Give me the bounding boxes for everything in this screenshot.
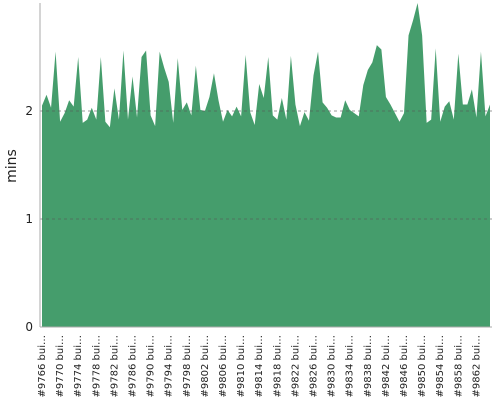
x-tick-label: #9810 bui… [236, 335, 247, 397]
area [42, 3, 490, 327]
x-tick-label: #9806 bui… [218, 335, 229, 397]
x-tick-label: #9834 bui… [345, 335, 356, 397]
x-tick-label: #9854 bui… [435, 335, 446, 397]
x-tick-label: #9862 bui… [471, 335, 482, 397]
x-tick-label: #9770 bui… [55, 335, 66, 397]
x-tick-label: #9790 bui… [146, 335, 157, 397]
x-tick-label: #9858 bui… [453, 335, 464, 397]
x-tick-label: #9774 bui… [73, 335, 84, 397]
x-tick-label: #9818 bui… [272, 335, 283, 397]
x-tick-label: #9846 bui… [399, 335, 410, 397]
x-tick-label: #9830 bui… [327, 335, 338, 397]
y-tick-label: 2 [25, 104, 33, 118]
y-axis-label: mins [4, 149, 20, 183]
x-tick-label: #9786 bui… [128, 335, 139, 397]
x-tick-label: #9826 bui… [309, 335, 320, 397]
x-tick-label: #9814 bui… [254, 335, 265, 397]
x-tick-label: #9798 bui… [182, 335, 193, 397]
x-tick-label: #9850 bui… [417, 335, 428, 397]
x-tick-label: #9782 bui… [109, 335, 120, 397]
x-tick-label: #9842 bui… [381, 335, 392, 397]
x-tick-label: #9766 bui… [37, 335, 48, 397]
y-tick-label: 0 [25, 320, 33, 334]
x-tick-label: #9794 bui… [164, 335, 175, 397]
y-tick-label: 1 [25, 212, 33, 226]
x-tick-label: #9778 bui… [91, 335, 102, 397]
x-tick-label: #9822 bui… [290, 335, 301, 397]
x-tick-label: #9802 bui… [200, 335, 211, 397]
x-tick-label: #9838 bui… [363, 335, 374, 397]
